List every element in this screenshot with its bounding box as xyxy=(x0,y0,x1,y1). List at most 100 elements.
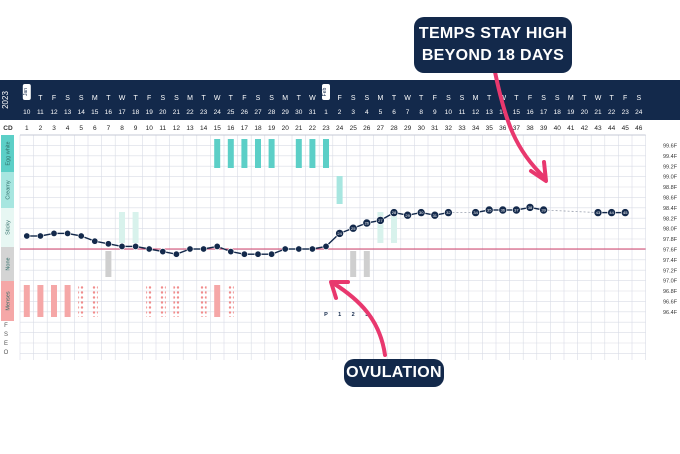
fluid-bar xyxy=(323,139,329,168)
weekday-label: S xyxy=(269,95,274,102)
temp-point-label: 31 xyxy=(433,213,438,218)
temp-point-label: 45 xyxy=(623,210,628,215)
fluid-bar xyxy=(105,251,112,277)
weekday-label: S xyxy=(351,95,356,102)
y-tick-label: 99.4F xyxy=(663,154,678,160)
cycle-day-label: 46 xyxy=(635,125,643,132)
fluid-bar xyxy=(241,139,248,168)
temp-point xyxy=(525,203,535,212)
temp-point xyxy=(91,237,99,245)
cycle-day-label: 20 xyxy=(282,125,290,132)
y-tick-label: 96.4F xyxy=(663,310,678,316)
ovulation-day-label: P xyxy=(324,312,328,318)
date-label: 12 xyxy=(50,109,58,116)
cycle-day-label: 22 xyxy=(309,125,317,132)
temp-point xyxy=(308,245,316,253)
ovulation-day-label: 2 xyxy=(352,312,355,318)
date-label: 11 xyxy=(37,109,44,116)
y-tick-label: 98.6F xyxy=(663,196,678,202)
calendar-header xyxy=(0,80,680,120)
weekday-label: T xyxy=(297,95,302,102)
cycle-day-label: 40 xyxy=(554,125,562,132)
weekday-label: W xyxy=(214,95,221,102)
temp-point xyxy=(512,205,521,215)
y-tick-label: 99.2F xyxy=(663,164,678,170)
temp-point xyxy=(36,232,44,240)
temp-point xyxy=(132,242,140,250)
weekday-label: S xyxy=(65,95,70,102)
month-marker xyxy=(322,84,330,100)
month-marker-label: Jan xyxy=(23,88,29,96)
temp-point xyxy=(403,210,412,220)
weekday-label: W xyxy=(404,95,411,102)
temp-point-label: 30 xyxy=(419,210,424,215)
weekday-label: W xyxy=(309,95,316,102)
fluid-bar xyxy=(391,212,397,243)
fluid-category-label: Menses xyxy=(6,291,12,311)
y-tick-label: 96.8F xyxy=(663,289,678,295)
temp-point xyxy=(295,245,303,253)
fluid-category-swatch xyxy=(1,135,14,172)
date-label: 22 xyxy=(186,109,194,116)
temp-point xyxy=(607,208,616,217)
date-label: 27 xyxy=(254,109,262,116)
temp-point-label: 27 xyxy=(378,218,383,223)
temp-point xyxy=(172,250,180,258)
fluid-category-swatch xyxy=(1,281,14,321)
weekday-label: W xyxy=(595,95,602,102)
temps-high-arrow xyxy=(493,70,547,180)
weekday-label: T xyxy=(609,95,614,102)
weekday-label: T xyxy=(106,95,111,102)
fluid-bar xyxy=(377,212,384,243)
temp-point-label: 29 xyxy=(405,213,410,218)
fluid-category-swatch xyxy=(1,172,14,208)
fluid-category-label: Egg white xyxy=(6,141,12,165)
date-label: 19 xyxy=(146,109,154,116)
temp-point xyxy=(335,229,344,238)
y-tick-label: 97.0F xyxy=(663,279,678,285)
temp-point xyxy=(240,250,248,258)
ovulation-arrow xyxy=(331,281,387,357)
date-label: 18 xyxy=(554,109,562,116)
ovulation-callout: OVULATION xyxy=(344,359,444,387)
fluid-bar xyxy=(159,285,166,317)
temps-high-line-1: TEMPS STAY HIGH xyxy=(418,25,568,42)
fluid-bar xyxy=(309,139,316,168)
temps-high-line-2: BEYOND 18 DAYS xyxy=(421,47,565,64)
cycle-day-label: 15 xyxy=(214,125,222,132)
y-tick-label: 97.8F xyxy=(663,237,678,243)
y-tick-label: 97.4F xyxy=(663,258,678,264)
weekday-label: M xyxy=(473,95,479,102)
cycle-day-label: 14 xyxy=(200,125,208,132)
extra-row-label: F xyxy=(4,323,8,329)
weekday-label: T xyxy=(514,95,519,102)
fluid-bar xyxy=(37,285,44,317)
date-label: 5 xyxy=(379,109,383,116)
date-label: 31 xyxy=(309,109,317,116)
cycle-day-label: 27 xyxy=(377,125,385,132)
fluid-category-label: Sticky xyxy=(6,220,12,235)
cycle-day-label: 43 xyxy=(594,125,602,132)
y-tick-label: 99.6F xyxy=(663,144,678,150)
date-label: 15 xyxy=(91,109,99,116)
fluid-category-label: None xyxy=(6,257,12,270)
date-label: 19 xyxy=(567,109,575,116)
ovulation-day-label: 1 xyxy=(338,312,341,318)
fluid-bar xyxy=(214,139,221,168)
fluid-bar xyxy=(132,212,139,243)
fluid-bar xyxy=(64,285,71,317)
temp-point xyxy=(362,218,372,228)
date-label: 16 xyxy=(526,109,534,116)
cycle-day-label: 45 xyxy=(622,125,630,132)
date-label: 25 xyxy=(227,109,235,116)
date-label: 7 xyxy=(406,109,410,116)
temp-point xyxy=(104,240,112,248)
cycle-day-label: 5 xyxy=(79,125,83,132)
weekday-label: F xyxy=(337,95,341,102)
date-label: 13 xyxy=(486,109,494,116)
temp-point xyxy=(322,242,330,250)
fluid-bar xyxy=(268,139,275,168)
temp-point xyxy=(200,245,208,253)
temp-point xyxy=(227,248,235,256)
date-label: 21 xyxy=(594,109,602,116)
